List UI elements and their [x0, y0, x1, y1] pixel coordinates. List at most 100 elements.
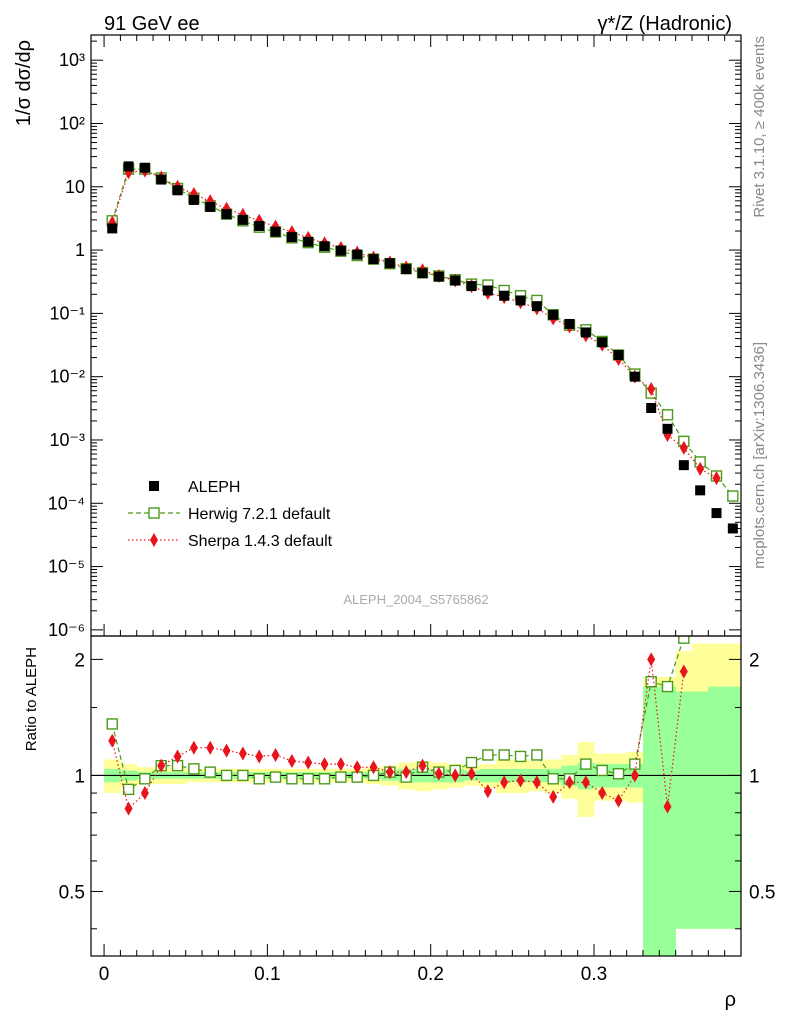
ratio-sherpa-point: [483, 784, 492, 799]
ratio-sherpa-point: [451, 768, 460, 783]
ratio-herwig-point: [302, 773, 314, 785]
main-herwig-line: [111, 168, 734, 497]
legend-sherpa-label: Sherpa 1.4.3 default: [188, 533, 333, 550]
ratio-sherpa-point: [663, 799, 672, 814]
stat-band: [692, 691, 709, 929]
ratio-sherpa-point: [630, 768, 639, 783]
main-herwig-point: [727, 490, 739, 502]
main-aleph-point: [711, 508, 722, 519]
ratio-sherpa-point: [402, 765, 411, 780]
ratio-sherpa-point: [255, 749, 264, 764]
ratio-sherpa-point: [434, 766, 443, 781]
header-right: γ*/Z (Hadronic): [598, 13, 732, 35]
main-y-tick-label: 10²: [59, 113, 85, 133]
main-aleph-point: [531, 301, 542, 312]
ratio-sherpa-point: [271, 747, 280, 762]
ratio-herwig-point: [220, 769, 233, 782]
main-aleph-point: [156, 174, 167, 185]
legend-aleph-marker: [149, 481, 159, 491]
main-aleph-point: [678, 460, 689, 471]
ratio-herwig-point: [596, 764, 608, 777]
ratio-sherpa-point: [679, 664, 688, 679]
ratio-herwig-point: [612, 768, 625, 780]
main-y-tick-label: 1: [75, 240, 85, 260]
analysis-id-label: ALEPH_2004_S5765862: [343, 592, 488, 607]
ratio-sherpa-point: [287, 753, 296, 768]
main-aleph-point: [384, 258, 395, 269]
ratio-y-tick-label-right: 1: [749, 766, 760, 787]
main-aleph-point: [303, 236, 314, 247]
ratio-sherpa-point: [565, 775, 574, 790]
main-aleph-point: [123, 161, 134, 172]
main-y-tick-label: 10⁻⁶: [48, 620, 85, 640]
ratio-y-tick-label: 2: [74, 650, 85, 671]
main-aleph-point: [401, 264, 412, 275]
ratio-sherpa-point: [353, 760, 362, 775]
main-herwig-point: [661, 409, 674, 421]
main-aleph-point: [319, 241, 330, 252]
ratio-sherpa-point: [336, 757, 345, 772]
ratio-herwig-point: [286, 773, 298, 785]
ratio-herwig-point: [514, 750, 527, 763]
main-aleph-point: [139, 162, 150, 173]
ratio-sherpa-point: [369, 760, 378, 775]
x-tick-label: 0.3: [581, 964, 607, 985]
stat-band: [659, 686, 677, 956]
main-sherpa-point: [712, 471, 721, 486]
stat-band: [708, 686, 726, 929]
stat-band: [675, 691, 693, 929]
main-sherpa-point: [696, 461, 705, 476]
mcplots-source-label: mcplots.cern.ch [arXiv:1306.3436]: [751, 342, 768, 569]
ratio-sherpa-point: [173, 749, 182, 764]
ratio-sherpa-point: [516, 773, 525, 788]
main-aleph-point: [107, 223, 118, 234]
ratio-herwig-point: [237, 769, 249, 782]
main-aleph-point: [515, 295, 526, 306]
ratio-sherpa-point: [418, 758, 427, 773]
ratio-herwig-point: [531, 749, 543, 761]
main-aleph-point: [172, 185, 183, 196]
main-aleph-point: [580, 327, 591, 338]
main-aleph-point: [466, 281, 477, 292]
ratio-sherpa-point: [222, 743, 231, 758]
ratio-sherpa-point: [385, 765, 394, 780]
ratio-herwig-point: [678, 636, 690, 644]
main-aleph-point: [188, 194, 199, 205]
main-aleph-point: [613, 350, 624, 361]
x-axis-label: ρ: [725, 989, 736, 1011]
legend-herwig-marker: [148, 507, 160, 519]
ratio-sherpa-point: [140, 786, 149, 801]
main-aleph-point: [450, 275, 461, 286]
main-aleph-point: [646, 402, 657, 413]
ratio-herwig-point: [204, 766, 216, 778]
main-aleph-point: [433, 271, 444, 282]
x-tick-label: 0.2: [417, 964, 443, 985]
main-y-tick-label: 10⁻²: [49, 367, 85, 387]
ratio-sherpa-point: [304, 755, 313, 770]
main-aleph-point: [727, 523, 738, 534]
main-aleph-point: [482, 285, 493, 296]
ratio-herwig-point: [253, 773, 265, 785]
main-aleph-point: [695, 485, 706, 496]
ratio-sherpa-point: [124, 801, 133, 816]
ratio-herwig-point: [269, 771, 282, 783]
main-aleph-point: [597, 337, 608, 348]
main-y-tick-label: 10⁻¹: [49, 303, 85, 323]
rivet-version-label: Rivet 3.1.10, ≥ 400k events: [751, 36, 768, 218]
ratio-herwig-point: [188, 763, 200, 775]
main-aleph-point: [254, 221, 265, 232]
ratio-sherpa-point: [500, 775, 509, 790]
ratio-y-tick-label: 1: [74, 766, 85, 787]
stat-band: [643, 686, 660, 956]
ratio-sherpa-point: [320, 757, 329, 772]
legend-herwig-label: Herwig 7.2.1 default: [188, 506, 331, 523]
x-tick-label: 0.1: [254, 964, 280, 985]
main-aleph-point: [629, 371, 640, 382]
ratio-herwig-point: [547, 773, 559, 785]
ratio-y-axis-label: Ratio to ALEPH: [23, 647, 40, 751]
ratio-sherpa-point: [157, 758, 166, 773]
x-tick-label: 0: [99, 964, 110, 985]
main-y-tick-label: 10⁻³: [49, 430, 85, 450]
